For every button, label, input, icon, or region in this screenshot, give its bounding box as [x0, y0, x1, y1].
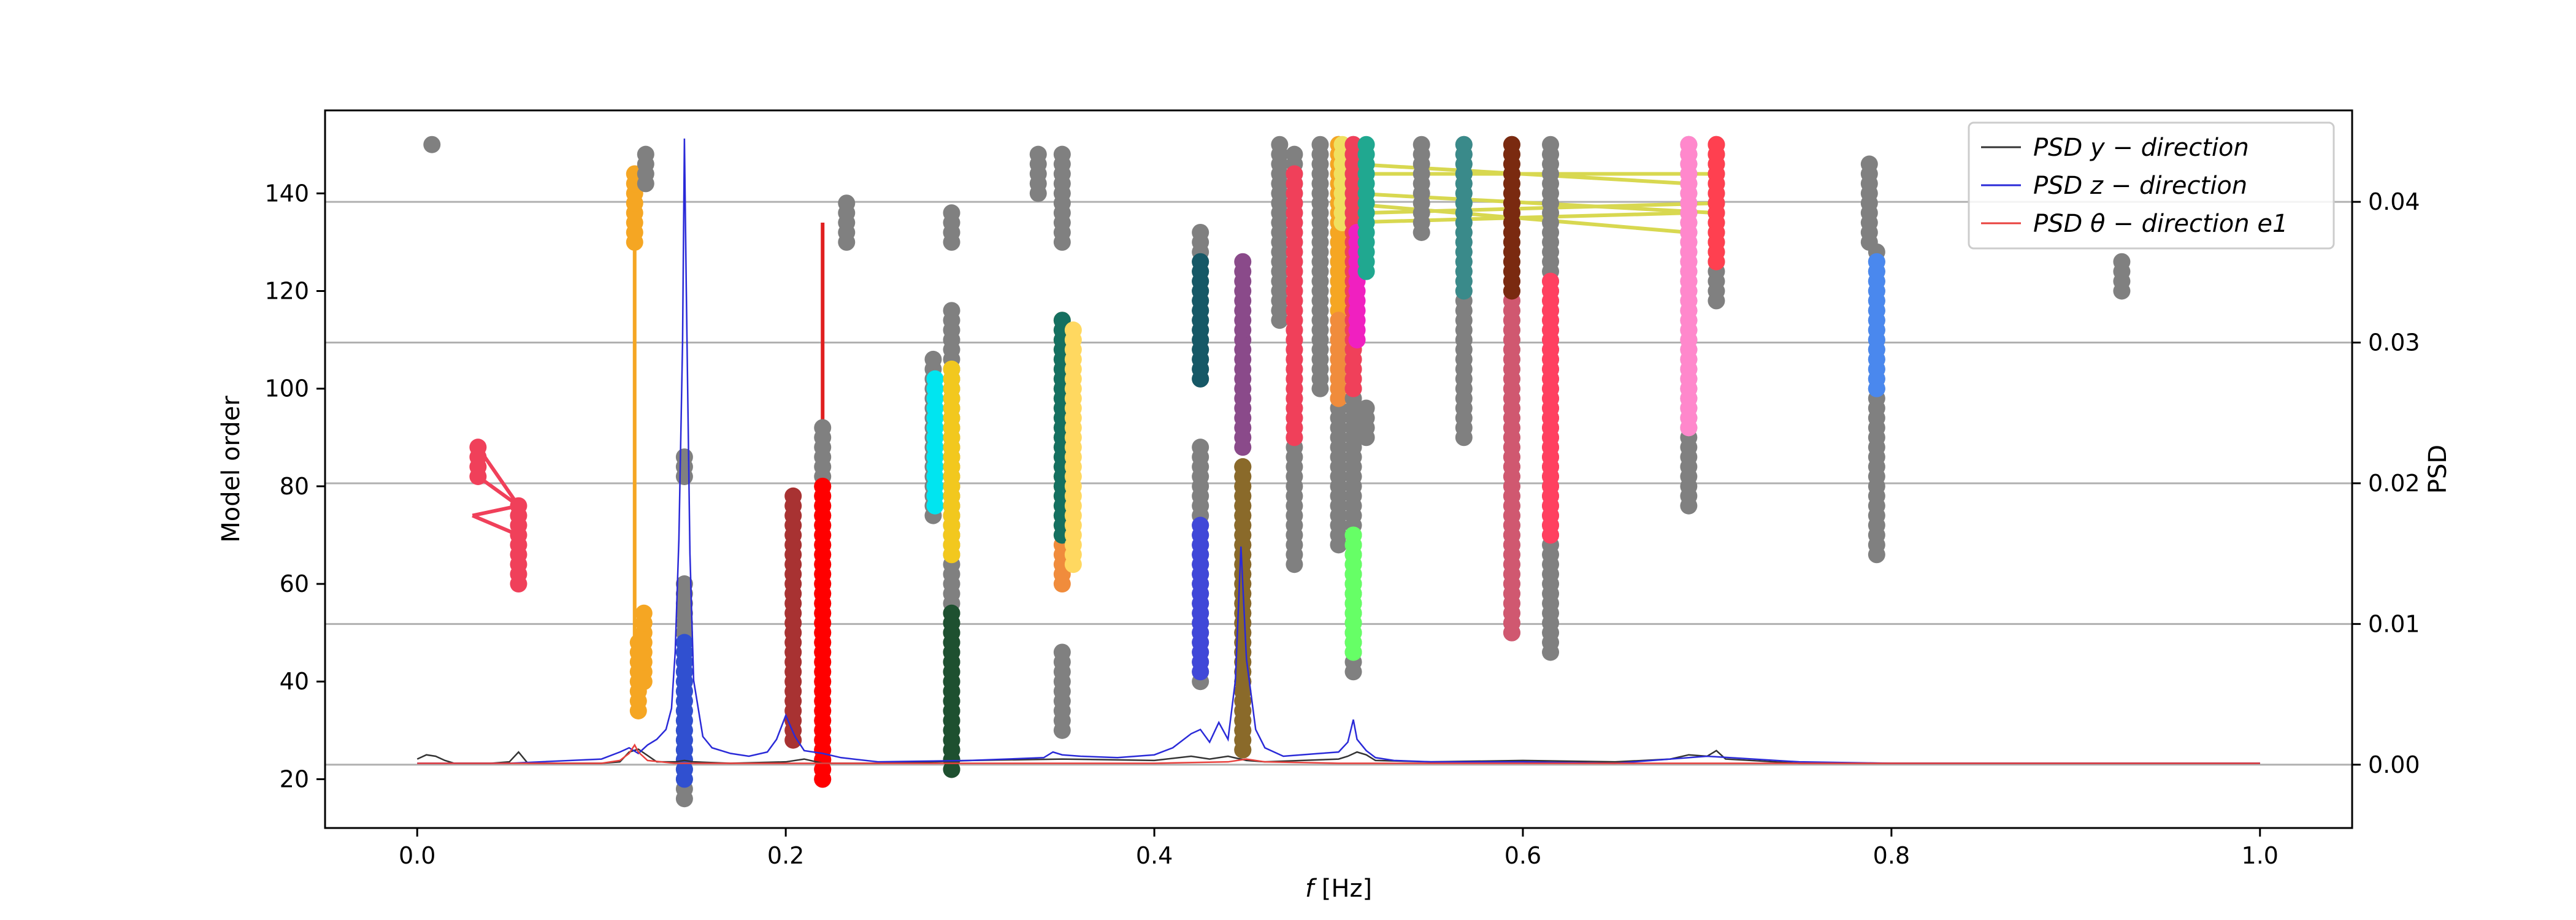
y-left-tick-label: 140	[264, 180, 309, 207]
pole-marker	[943, 360, 960, 378]
pole-marker	[1330, 312, 1347, 329]
pole-marker	[814, 419, 832, 437]
y-right-tick-label: 0.01	[2368, 610, 2420, 637]
legend-label: PSD θ − direction e1	[2033, 210, 2288, 238]
pole-marker	[1455, 136, 1473, 153]
x-tick-label: 0.2	[767, 842, 804, 869]
pole-marker	[1357, 399, 1375, 417]
pole-marker	[1357, 136, 1375, 153]
pole-marker	[1286, 145, 1303, 163]
pole-marker	[423, 136, 441, 153]
x-axis-label: f [Hz]	[1305, 875, 1372, 903]
y-left-tick-label: 60	[280, 570, 309, 597]
pole-marker	[1542, 136, 1560, 153]
y-right-tick-label: 0.03	[2368, 329, 2420, 356]
pole-marker	[1542, 272, 1560, 290]
y-right-tick-label: 0.04	[2368, 188, 2420, 215]
right-y-axis-ticks: 0.00 0.01 0.02 0.03 0.04	[2352, 188, 2420, 778]
pole-marker	[2113, 253, 2131, 270]
pole-marker	[1053, 312, 1071, 329]
pole-marker	[1053, 145, 1071, 163]
pole-marker	[926, 370, 944, 388]
y-left-tick-label: 80	[280, 473, 309, 500]
x-tick-label: 0.4	[1136, 842, 1173, 869]
pole-marker	[675, 448, 693, 466]
pole-marker	[1192, 253, 1209, 270]
psd-series-line	[417, 743, 2260, 764]
plot-area-frame	[324, 109, 2353, 829]
pole-link	[1353, 162, 1689, 186]
pole-marker	[469, 439, 487, 456]
pole-marker	[1344, 136, 1362, 153]
right-y-axis-label: PSD	[2424, 445, 2452, 494]
pole-marker	[1234, 458, 1252, 476]
pole-marker	[1234, 253, 1252, 270]
pole-marker	[637, 145, 654, 163]
x-tick-label: 0.0	[399, 842, 435, 869]
pole-marker	[1064, 321, 1082, 339]
pole-marker	[1271, 136, 1289, 153]
pole-marker	[943, 604, 960, 622]
legend-label: PSD z − direction	[2033, 172, 2247, 200]
pole-marker	[635, 604, 653, 622]
pole-marker	[943, 302, 960, 320]
left-y-axis-label: Model order	[217, 396, 245, 543]
legend-box	[1968, 121, 2335, 250]
psd-series-line	[417, 138, 2260, 764]
stability-poles	[423, 136, 2131, 808]
pole-marker	[1680, 136, 1698, 153]
pole-marker	[1192, 223, 1209, 241]
x-tick-label: 0.6	[1505, 842, 1541, 869]
legend: PSD y − direction PSD z − direction PSD θ …	[1968, 121, 2335, 250]
pole-marker	[1344, 526, 1362, 544]
y-right-tick-label: 0.02	[2368, 470, 2420, 497]
x-axis-label-unit: [Hz]	[1314, 875, 1372, 903]
pole-marker	[1860, 155, 1878, 173]
legend-label: PSD y − direction	[2033, 134, 2249, 162]
pole-marker	[1029, 145, 1047, 163]
x-axis-ticks: 0.0 0.2 0.4 0.6 0.8 1.0	[399, 828, 2279, 869]
pole-marker	[814, 477, 832, 495]
pole-marker	[784, 487, 802, 505]
pole-marker	[1192, 516, 1209, 534]
psd-lines	[416, 138, 2260, 764]
left-y-axis-ticks: 20 40 60 80 100 120 140	[264, 180, 325, 792]
pole-marker	[1053, 643, 1071, 661]
pole-marker	[924, 350, 942, 368]
y-left-tick-label: 120	[264, 277, 309, 304]
pole-marker	[1311, 136, 1329, 153]
pole-marker	[1192, 439, 1209, 456]
pole-marker	[675, 575, 693, 593]
y-left-tick-label: 40	[280, 668, 309, 695]
pole-marker	[1868, 253, 1885, 270]
x-tick-label: 0.8	[1873, 842, 1910, 869]
y-left-tick-label: 20	[280, 765, 309, 792]
pole-marker	[1503, 136, 1520, 153]
stable-pole-links	[472, 162, 1717, 780]
pole-marker	[510, 497, 527, 515]
pole-marker	[1286, 165, 1303, 183]
y-left-tick-label: 100	[264, 375, 309, 402]
y-right-tick-label: 0.00	[2368, 751, 2420, 778]
pole-marker	[1413, 136, 1430, 153]
pole-marker	[1708, 136, 1725, 153]
pole-marker	[943, 204, 960, 222]
pole-marker	[838, 194, 856, 212]
x-tick-label: 1.0	[2242, 842, 2279, 869]
pole-marker	[675, 634, 693, 651]
